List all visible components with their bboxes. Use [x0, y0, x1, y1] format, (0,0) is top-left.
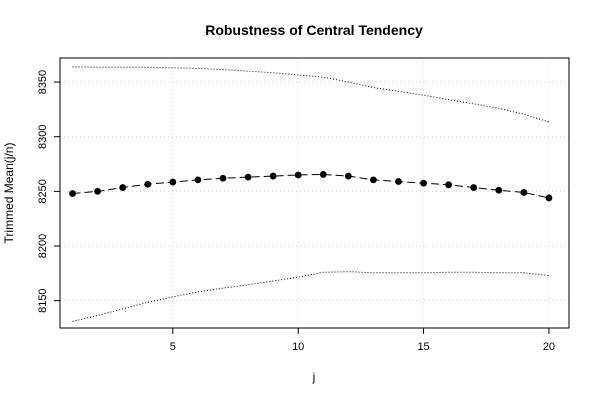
data-point	[244, 173, 252, 181]
data-point	[194, 176, 202, 184]
series-band-line	[72, 271, 549, 322]
data-point	[445, 181, 453, 189]
series-band-line	[72, 66, 550, 123]
x-tick-label: 10	[292, 341, 304, 353]
y-tick-label: 8250	[37, 179, 49, 203]
x-axis-label: j	[312, 370, 316, 384]
x-tick-label: 20	[543, 341, 555, 353]
data-point	[144, 180, 152, 188]
data-point	[94, 187, 102, 195]
data-point	[69, 190, 76, 197]
x-tick-label: 15	[417, 341, 429, 353]
y-tick-label: 8200	[37, 234, 49, 258]
series-group	[69, 66, 553, 322]
data-point	[545, 194, 553, 202]
data-point	[169, 178, 177, 186]
data-point	[319, 171, 327, 178]
series-mean-line	[72, 173, 550, 199]
data-point	[219, 174, 227, 182]
data-point	[495, 186, 503, 194]
data-point	[344, 172, 352, 180]
data-point	[520, 189, 528, 196]
data-point	[269, 172, 277, 180]
x-tick-label: 5	[170, 341, 176, 353]
data-point	[119, 184, 127, 191]
data-point	[395, 178, 402, 185]
data-point	[470, 184, 478, 191]
data-point	[294, 171, 302, 179]
y-axis-label: Trimmed Mean(j/n)	[2, 143, 16, 244]
y-tick-label: 8350	[37, 70, 49, 94]
axes: 5 10 15 20 8150 8200 8250 8300 8350	[37, 70, 555, 353]
plot-frame	[59, 57, 570, 329]
y-tick-label: 8300	[37, 124, 49, 148]
data-point	[420, 179, 427, 187]
chart-title: Robustness of Central Tendency	[205, 22, 423, 38]
y-tick-label: 8150	[37, 288, 49, 312]
data-point	[370, 176, 377, 184]
grid	[60, 58, 569, 328]
